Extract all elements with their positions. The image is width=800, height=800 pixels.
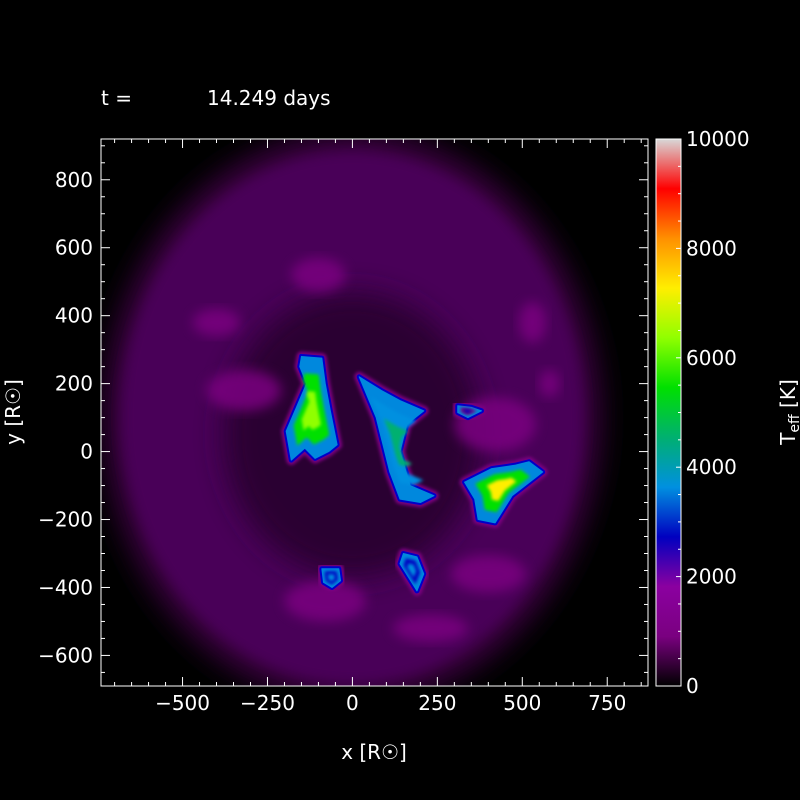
lower-blob — [394, 548, 429, 596]
y-tick-label: 200 — [55, 372, 93, 396]
region-core — [301, 391, 322, 431]
colorbar-gradient — [656, 139, 681, 686]
colorbar-title: Teff [K] — [776, 379, 800, 446]
warm-patch — [192, 308, 241, 337]
colorbar-tick-label: 0 — [686, 674, 699, 698]
time-label: t = — [101, 86, 132, 110]
colorbar-ticks: 0 2000 4000 6000 8000 10000 — [676, 127, 750, 698]
x-tick-label: 750 — [588, 691, 626, 715]
warm-patch — [539, 370, 560, 398]
right-hot-blob — [459, 456, 548, 528]
warm-patch — [393, 614, 468, 642]
y-tick-label: 400 — [55, 304, 93, 328]
colorbar-tick-label: 6000 — [686, 346, 737, 370]
y-axis-title: y [R☉] — [1, 379, 25, 445]
warm-patch — [291, 257, 346, 292]
x-tick-label: 500 — [503, 691, 541, 715]
left-hot-blob — [281, 351, 343, 466]
colorbar-tick-label: 2000 — [686, 565, 737, 589]
y-tick-label: 800 — [55, 168, 93, 192]
colorbar-tick-label: 10000 — [686, 127, 750, 151]
filament-tip — [452, 400, 487, 423]
warm-patch — [518, 302, 547, 343]
region-core — [407, 563, 417, 578]
x-tick-label: 250 — [418, 691, 456, 715]
x-axis-label: x [R☉] — [341, 740, 407, 764]
teff-map — [104, 139, 601, 686]
region-core — [463, 408, 473, 414]
region-core — [327, 574, 335, 582]
plot-area: −500 −250 0 250 500 750 −600 −400 −200 0 200 400 600… — [38, 138, 649, 715]
time-row: t = 14.249 days — [101, 86, 560, 110]
warm-patch — [284, 580, 367, 622]
y-tick-label: −600 — [38, 643, 93, 667]
time-value: 14.249 days — [207, 86, 331, 110]
x-tick-label: −250 — [240, 691, 295, 715]
y-tick-label: 0 — [80, 440, 93, 464]
warm-patch — [206, 370, 282, 411]
region-core — [486, 477, 517, 501]
x-tick-label: 0 — [346, 691, 359, 715]
region-core — [383, 418, 413, 467]
y-tick-label: 600 — [55, 236, 93, 260]
envelope-core — [223, 291, 482, 578]
bottom-left-blob — [316, 563, 346, 593]
colorbar-tick-label: 4000 — [686, 455, 737, 479]
x-tick-label: −500 — [155, 691, 210, 715]
plot-frame — [100, 138, 649, 687]
y-tick-label: −400 — [38, 575, 93, 599]
y-tick-label: −200 — [38, 508, 93, 532]
colorbar-tick-label: 8000 — [686, 236, 737, 260]
x-axis-title: x [R☉] — [341, 740, 407, 764]
central-filament — [354, 371, 439, 508]
warm-patch — [450, 555, 526, 593]
axis-ticks: −500 −250 0 250 500 750 −600 −400 −200 0 200 400 600… — [38, 139, 648, 715]
colorbar: 0 2000 4000 6000 8000 10000 Teff [K] — [655, 127, 800, 698]
